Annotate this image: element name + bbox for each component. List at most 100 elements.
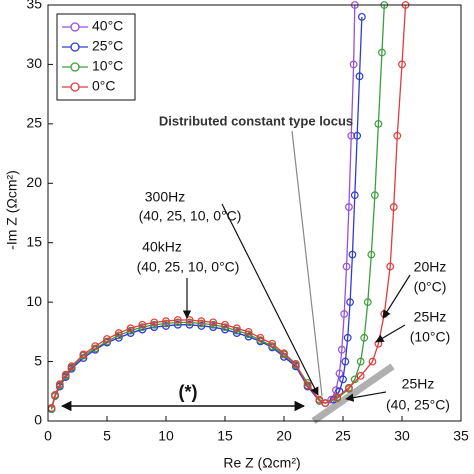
series-line [50, 4, 385, 410]
data-point [321, 399, 330, 408]
data-point [221, 320, 229, 329]
y-tick-label: 0 [34, 412, 42, 428]
data-point [363, 298, 372, 307]
legend-label: 40°C [92, 18, 123, 34]
legend-label: 0°C [92, 78, 116, 94]
data-point [197, 319, 206, 328]
data-point [343, 333, 352, 342]
data-point [138, 323, 147, 332]
data-point [337, 345, 346, 354]
data-point [232, 329, 241, 337]
annotation: 25Hz [402, 376, 435, 392]
data-point [232, 326, 241, 335]
x-tick-label: 35 [453, 428, 469, 444]
annotation: 40kHz [142, 239, 182, 255]
data-point [162, 319, 170, 328]
data-point [280, 349, 288, 358]
y-tick-label: 25 [26, 115, 42, 131]
data-point [339, 375, 347, 384]
data-point [335, 369, 344, 378]
data-point [333, 393, 342, 402]
legend-label: 25°C [92, 38, 123, 54]
x-tick-label: 10 [158, 428, 174, 444]
data-point [114, 329, 123, 337]
data-point [221, 325, 229, 334]
y-tick-label: 10 [26, 293, 42, 309]
legend-marker [70, 42, 80, 52]
data-point [51, 390, 59, 399]
data-point [185, 318, 194, 327]
data-point [353, 131, 362, 140]
data-point [349, 60, 358, 69]
data-point [173, 316, 182, 324]
legend-marker [70, 22, 80, 32]
y-axis-label: -Im Z (Ωcm²) [4, 170, 20, 250]
data-point [355, 72, 364, 81]
data-point [346, 298, 354, 307]
data-point [268, 339, 277, 348]
annotation: (40, 25, 10, 0°C) [137, 259, 240, 275]
data-point [398, 60, 406, 69]
x-tick-label: 30 [394, 428, 410, 444]
data-point [348, 250, 357, 259]
legend-marker [70, 62, 80, 72]
data-point [360, 333, 369, 342]
data-point [138, 320, 147, 329]
data-point [389, 203, 398, 211]
legend-box [56, 13, 136, 101]
x-tick-label: 25 [335, 428, 351, 444]
legend-marker [70, 82, 80, 92]
x-axis-label: Re Z (Ωcm²) [223, 455, 300, 471]
data-point [150, 323, 159, 332]
data-point [173, 320, 182, 329]
data-point [197, 322, 206, 330]
data-point [341, 357, 350, 366]
data-point [356, 357, 365, 366]
data-point [209, 323, 218, 332]
x-tick-label: 20 [276, 428, 292, 444]
y-tick-label: 20 [26, 174, 42, 190]
data-point [370, 191, 379, 200]
x-tick-label: 15 [217, 428, 233, 444]
data-point [209, 320, 218, 329]
annotation: 300Hz [145, 189, 185, 205]
data-point [367, 250, 376, 259]
data-point [79, 350, 88, 359]
data-point [393, 131, 402, 140]
data-point [126, 326, 135, 335]
data-point [303, 381, 312, 390]
data-point [345, 383, 353, 392]
annotation: (0°C) [414, 279, 447, 295]
data-point [368, 357, 377, 366]
annotation: Distributed constant type locus [159, 113, 353, 128]
data-point [356, 371, 365, 380]
x-tick-label: 5 [103, 428, 111, 444]
legend-label: 10°C [92, 58, 123, 74]
data-point [173, 318, 182, 327]
data-point [55, 380, 64, 389]
annotation: (*) [179, 382, 198, 402]
data-point [138, 325, 147, 334]
annotation-arrow [382, 274, 411, 319]
data-point [126, 329, 135, 337]
y-tick-label: 15 [26, 233, 42, 249]
annotation-arrow [221, 203, 319, 396]
data-point [386, 262, 395, 271]
x-tick-label: 0 [44, 428, 52, 444]
data-point [126, 324, 135, 333]
data-point [345, 203, 353, 211]
data-point [350, 375, 359, 384]
annotation: (40, 25°C) [386, 397, 450, 413]
data-point [61, 370, 70, 379]
data-point [357, 12, 366, 21]
data-point [347, 131, 356, 140]
data-point [162, 322, 170, 330]
data-point [340, 310, 349, 318]
y-tick-label: 35 [26, 0, 42, 12]
data-point [244, 327, 253, 336]
annotation-arrow [345, 391, 387, 402]
annotation-arrow [291, 130, 323, 397]
annotation: (40, 25, 10, 0°C) [139, 208, 242, 224]
data-point [378, 48, 386, 57]
